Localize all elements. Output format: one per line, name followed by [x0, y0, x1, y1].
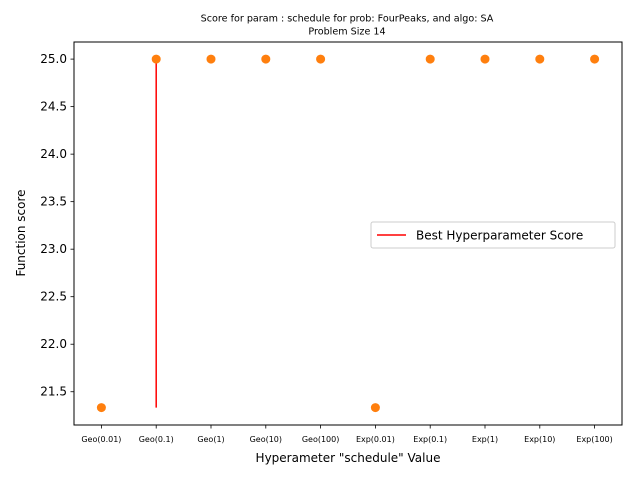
y-tick-label: 23.0	[40, 242, 67, 256]
chart-title-line2: Problem Size 14	[308, 27, 385, 38]
x-tick-label: Exp(10)	[524, 435, 555, 444]
y-tick-label: 24.0	[40, 147, 67, 161]
chart-title-line1: Score for param : schedule for prob: Fou…	[201, 14, 494, 25]
data-point	[590, 54, 600, 64]
data-point	[425, 54, 435, 64]
data-marks	[96, 54, 600, 413]
legend-label: Best Hyperparameter Score	[416, 229, 583, 243]
x-axis: Geo(0.01) Geo(0.1) Geo(1) Geo(10) Geo(100) Ex…	[81, 425, 613, 444]
data-point	[206, 54, 216, 64]
y-tick-label: 23.5	[40, 195, 67, 209]
x-tick-label: Geo(10)	[250, 435, 282, 444]
x-axis-label: Hyperameter "schedule" Value	[256, 451, 441, 465]
data-point	[535, 54, 545, 64]
x-tick-label: Geo(100)	[302, 435, 340, 444]
legend-box	[370, 221, 616, 249]
x-tick-label: Geo(1)	[197, 435, 224, 444]
data-point	[96, 403, 106, 413]
axes-frame	[73, 41, 623, 426]
legend: Best Hyperparameter Score	[370, 221, 616, 249]
y-axis-label: Function score	[14, 189, 28, 276]
x-tick-label: Exp(1)	[472, 435, 498, 444]
x-tick-label: Exp(0.01)	[356, 435, 395, 444]
data-point	[151, 54, 161, 64]
y-tick-label: 21.5	[40, 385, 67, 399]
plot-area: 21.5 22.0 22.5 23.0 23.5 24.0 24.5 25.0 Geo(0.0…	[40, 41, 623, 444]
y-tick-label: 25.0	[40, 52, 67, 66]
y-tick-label: 22.0	[40, 337, 67, 351]
data-point	[261, 54, 271, 64]
data-point	[480, 54, 490, 64]
x-tick-label: Exp(100)	[576, 435, 612, 444]
y-tick-label: 24.5	[40, 100, 67, 114]
x-tick-label: Geo(0.01)	[81, 435, 121, 444]
data-point	[316, 54, 326, 64]
x-tick-label: Geo(0.1)	[139, 435, 174, 444]
data-point	[370, 403, 380, 413]
x-tick-label: Exp(0.1)	[413, 435, 447, 444]
y-tick-label: 22.5	[40, 290, 67, 304]
y-axis: 21.5 22.0 22.5 23.0 23.5 24.0 24.5 25.0	[40, 52, 74, 399]
